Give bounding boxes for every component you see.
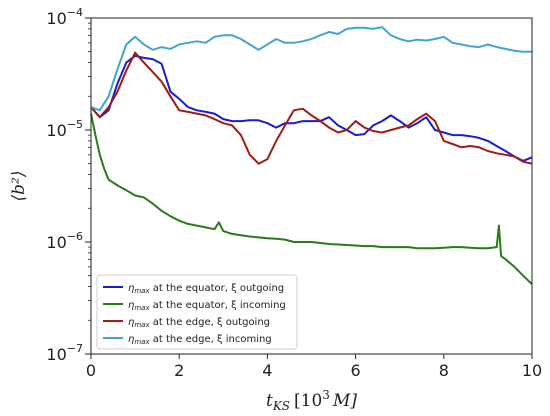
y-tick-label: 10−4: [46, 6, 83, 28]
legend-label: ηmax at the edge, ξ incoming: [128, 334, 272, 346]
x-axis: 0 2 4 6 8 10: [86, 354, 542, 380]
y-tick-label: 10−6: [46, 230, 83, 252]
legend-label: ηmax at the equator, ξ incoming: [128, 300, 286, 312]
x-tick-label: 10: [522, 361, 542, 380]
x-axis-title: tKS [103 M]: [266, 388, 357, 413]
legend-box: [96, 274, 298, 350]
legend-label: ηmax at the equator, ξ outgoing: [128, 283, 284, 295]
x-tick-label: 2: [174, 361, 184, 380]
legend-label: ηmax at the edge, ξ outgoing: [128, 317, 270, 329]
series-line-3: [90, 51, 533, 165]
x-tick-label: 4: [262, 361, 272, 380]
series-line-2: [90, 113, 533, 285]
x-tick-label: 8: [439, 361, 449, 380]
x-tick-label: 6: [351, 361, 361, 380]
y-axis: 10−7 10−6 10−5 10−4: [46, 6, 91, 364]
legend: ηmax at the equator, ξ outgoing ηmax at t…: [96, 274, 298, 350]
y-tick-label: 10−7: [46, 342, 83, 364]
series-line-4: [90, 26, 532, 112]
y-axis-title: ⟨b²⟩: [9, 171, 29, 202]
series-line-1: [90, 54, 533, 162]
plot-area: [90, 26, 533, 285]
plot-frame: [90, 17, 533, 355]
y-tick-label: 10−5: [46, 118, 83, 140]
x-tick-label: 0: [86, 361, 96, 380]
